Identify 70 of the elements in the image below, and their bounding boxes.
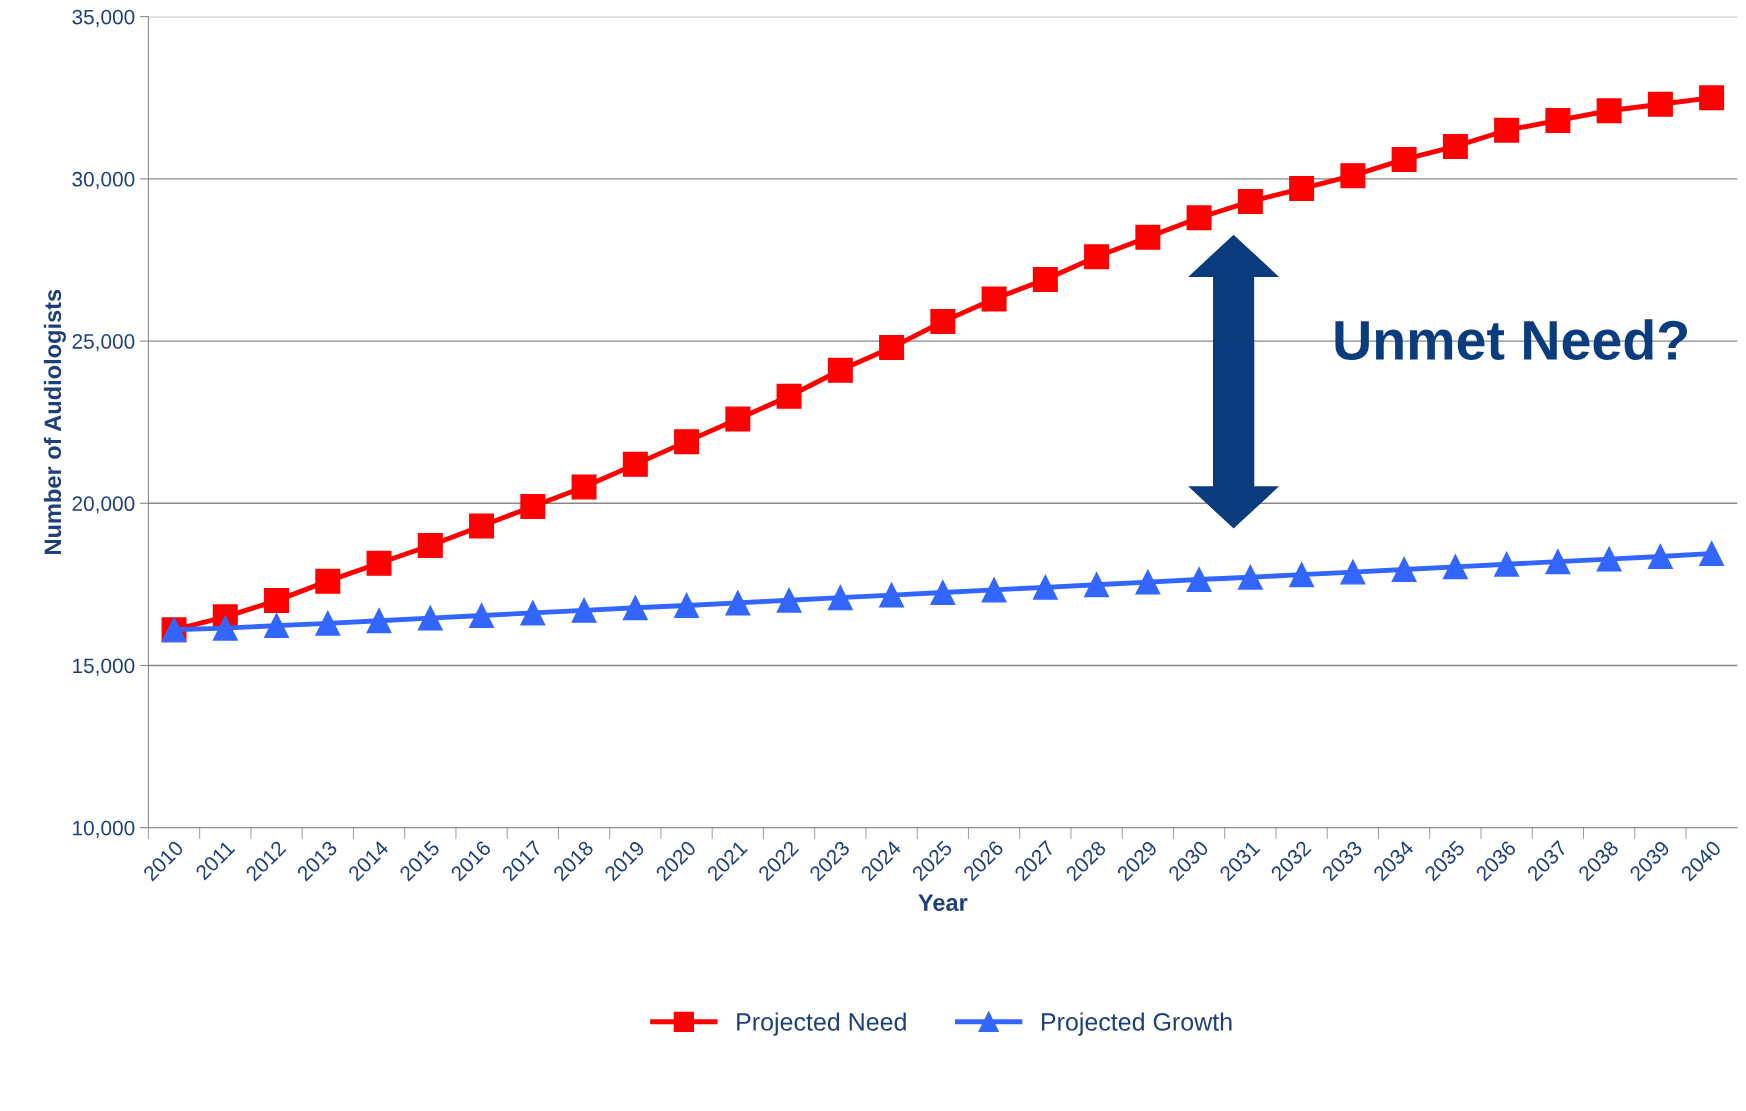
point	[1494, 551, 1520, 577]
point	[1647, 543, 1673, 569]
point	[1596, 98, 1622, 124]
point	[879, 582, 905, 608]
point	[1545, 549, 1571, 575]
point	[520, 494, 546, 520]
point	[1596, 546, 1622, 572]
point	[417, 532, 443, 558]
legend-label: Projected Growth	[1041, 1012, 1232, 1036]
point	[1699, 85, 1725, 111]
y-tick-label: 15,000	[73, 658, 135, 676]
point	[1032, 574, 1058, 600]
point	[1442, 133, 1468, 159]
point	[879, 335, 905, 361]
point	[1545, 107, 1571, 133]
y-tick-label: 25,000	[72, 334, 135, 352]
point	[366, 550, 392, 576]
point	[1084, 244, 1110, 270]
point	[212, 615, 238, 641]
point	[776, 383, 802, 409]
y-tick-label: 20,000	[72, 496, 135, 514]
point	[674, 592, 700, 618]
point	[1237, 189, 1263, 215]
point	[571, 597, 597, 623]
point	[1135, 224, 1161, 250]
point	[264, 588, 290, 614]
point	[827, 585, 853, 611]
point	[1289, 176, 1315, 202]
legend-label: Projected Need	[737, 1012, 906, 1036]
y-tick-label: 10,000	[73, 820, 135, 838]
point	[1391, 146, 1417, 172]
point	[1135, 569, 1161, 595]
point	[469, 513, 495, 539]
point	[366, 608, 392, 634]
y-tick-label: 35,000	[72, 9, 135, 27]
point	[571, 474, 597, 500]
point	[1237, 564, 1263, 590]
point	[622, 451, 648, 477]
point	[1442, 554, 1468, 580]
point	[1084, 572, 1110, 598]
point	[827, 357, 853, 383]
point	[981, 286, 1007, 312]
point	[520, 600, 546, 626]
point	[417, 605, 443, 631]
point	[1032, 266, 1058, 292]
point	[930, 579, 956, 605]
x-axis-title: Year	[918, 894, 968, 911]
point	[1699, 541, 1725, 567]
point	[1391, 556, 1417, 582]
point	[1340, 559, 1366, 585]
point	[674, 429, 700, 455]
point	[930, 309, 956, 335]
point	[1186, 567, 1212, 593]
point	[469, 603, 495, 629]
point	[1340, 163, 1366, 189]
point	[1494, 117, 1520, 143]
point	[622, 595, 648, 621]
point	[315, 568, 341, 594]
y-axis-title: Number of Audiologists	[43, 289, 66, 554]
point	[1647, 91, 1673, 117]
annotation: Unmet Need?	[1335, 319, 1687, 361]
point	[725, 406, 751, 432]
point	[1186, 205, 1212, 231]
point	[776, 587, 802, 613]
point	[725, 590, 751, 616]
point	[1289, 562, 1315, 588]
point	[981, 577, 1007, 603]
y-tick-label: 30,000	[72, 171, 135, 190]
point	[315, 610, 341, 636]
point	[264, 613, 290, 639]
